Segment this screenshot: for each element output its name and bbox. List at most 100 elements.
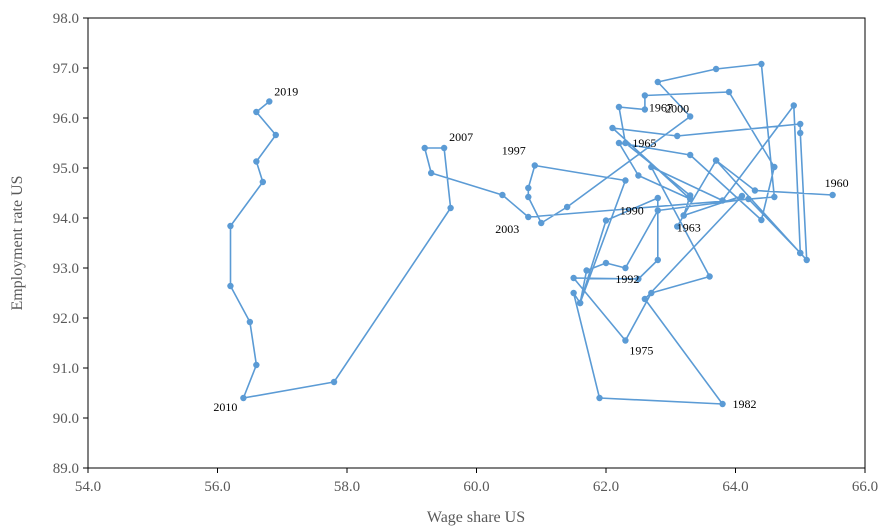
y-axis-title: Employment rate US — [9, 175, 26, 310]
data-point — [499, 191, 506, 199]
data-point — [797, 120, 804, 128]
data-point — [654, 194, 661, 202]
plot-area-border — [87, 17, 866, 469]
data-point — [609, 124, 616, 132]
point-label-1967: 1967 — [649, 101, 673, 115]
y-tick-label: 93.0 — [53, 261, 79, 277]
x-tick-label: 66.0 — [852, 479, 878, 495]
data-point — [790, 102, 797, 109]
data-point — [447, 204, 454, 212]
data-point — [674, 132, 681, 140]
data-point — [758, 60, 765, 68]
data-point — [622, 337, 629, 344]
data-point — [246, 318, 254, 326]
x-axis-ticks: 54.0 56.0 58.0 60.0 62.0 64.0 66.0 — [75, 468, 878, 495]
y-tick-label: 96.0 — [53, 111, 79, 127]
data-point — [797, 129, 804, 137]
point-label-1975: 1975 — [629, 344, 653, 358]
x-axis-title: Wage share US — [427, 509, 525, 526]
data-point — [602, 217, 610, 224]
data-point — [635, 172, 642, 179]
data-point — [654, 78, 661, 86]
x-tick-label: 54.0 — [75, 479, 101, 495]
data-point — [576, 299, 584, 307]
data-point — [253, 108, 260, 116]
x-tick-label: 64.0 — [722, 479, 748, 495]
data-point — [680, 212, 687, 219]
data-point — [641, 295, 649, 303]
y-tick-label: 92.0 — [53, 311, 79, 327]
data-point — [596, 394, 603, 402]
data-point — [686, 151, 694, 159]
data-point — [648, 289, 655, 297]
point-label-2000: 2000 — [665, 102, 689, 116]
data-point — [654, 207, 661, 214]
x-tick-label: 58.0 — [334, 479, 360, 495]
y-tick-label: 89.0 — [53, 461, 79, 477]
data-point — [272, 131, 279, 139]
point-label-1982: 1982 — [733, 397, 757, 411]
data-point — [725, 88, 733, 96]
y-tick-label: 94.0 — [53, 211, 79, 227]
data-point — [738, 192, 746, 200]
point-label-2019: 2019 — [274, 85, 298, 99]
data-point — [583, 267, 590, 274]
data-points — [227, 60, 836, 408]
data-point — [615, 103, 623, 111]
data-point — [797, 249, 804, 257]
point-label-1963: 1963 — [677, 221, 701, 235]
data-point — [771, 163, 778, 171]
data-point — [525, 184, 532, 192]
y-tick-label: 97.0 — [53, 61, 79, 77]
data-point — [648, 163, 655, 171]
y-tick-label: 91.0 — [53, 361, 79, 377]
data-point — [712, 157, 720, 164]
data-point — [240, 394, 247, 402]
data-point — [259, 178, 267, 186]
data-point — [674, 223, 681, 230]
data-point — [622, 264, 629, 272]
y-axis-ticks: 89.0 90.0 91.0 92.0 93.0 94.0 95.0 96.0 97.0 98.0 — [53, 11, 88, 477]
data-point — [525, 213, 532, 221]
data-point — [570, 274, 577, 282]
data-point — [563, 203, 571, 211]
point-labels: 1960 1963 1965 1967 1975 1982 1990 1992 1997 2000… — [213, 85, 848, 415]
data-point — [330, 378, 338, 386]
point-label-1992: 1992 — [615, 272, 639, 286]
data-point — [570, 289, 577, 297]
data-point — [622, 139, 629, 147]
data-point — [758, 216, 765, 224]
data-point — [706, 273, 713, 280]
data-point — [421, 144, 428, 152]
data-point — [654, 256, 661, 264]
data-point — [829, 191, 836, 199]
data-point — [440, 144, 448, 152]
data-point — [427, 169, 435, 177]
data-point — [686, 113, 694, 120]
data-point — [227, 282, 234, 290]
y-tick-label: 95.0 — [53, 161, 79, 177]
x-tick-label: 62.0 — [593, 479, 619, 495]
point-label-2007: 2007 — [449, 130, 473, 144]
x-tick-label: 56.0 — [204, 479, 230, 495]
data-point — [266, 98, 273, 105]
data-point — [719, 400, 726, 408]
point-label-1997: 1997 — [502, 144, 526, 158]
y-tick-label: 90.0 — [53, 411, 79, 427]
point-label-1960: 1960 — [825, 176, 849, 190]
data-point — [615, 139, 623, 147]
data-point — [253, 361, 260, 369]
data-point — [622, 177, 629, 184]
data-point — [641, 92, 649, 99]
data-point — [525, 193, 532, 201]
data-point — [803, 256, 810, 264]
data-point — [602, 259, 610, 267]
data-point — [253, 158, 260, 165]
data-point — [686, 195, 694, 203]
data-point — [712, 65, 720, 73]
data-point — [751, 187, 759, 194]
data-point — [771, 193, 778, 201]
point-label-1990: 1990 — [620, 204, 644, 218]
